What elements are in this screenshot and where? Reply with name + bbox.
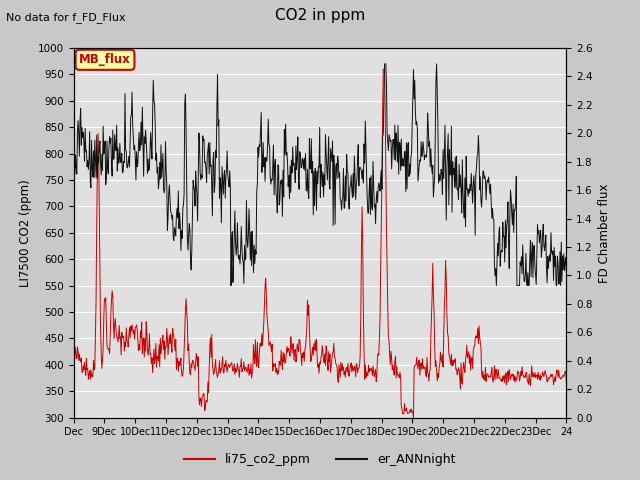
Y-axis label: LI7500 CO2 (ppm): LI7500 CO2 (ppm): [19, 179, 32, 287]
Text: No data for f_FD_Flux: No data for f_FD_Flux: [6, 12, 126, 23]
Legend: li75_co2_ppm, er_ANNnight: li75_co2_ppm, er_ANNnight: [179, 448, 461, 471]
Title: CO2 in ppm: CO2 in ppm: [275, 8, 365, 23]
Y-axis label: FD Chamber flux: FD Chamber flux: [598, 183, 611, 283]
Text: MB_flux: MB_flux: [79, 53, 131, 66]
